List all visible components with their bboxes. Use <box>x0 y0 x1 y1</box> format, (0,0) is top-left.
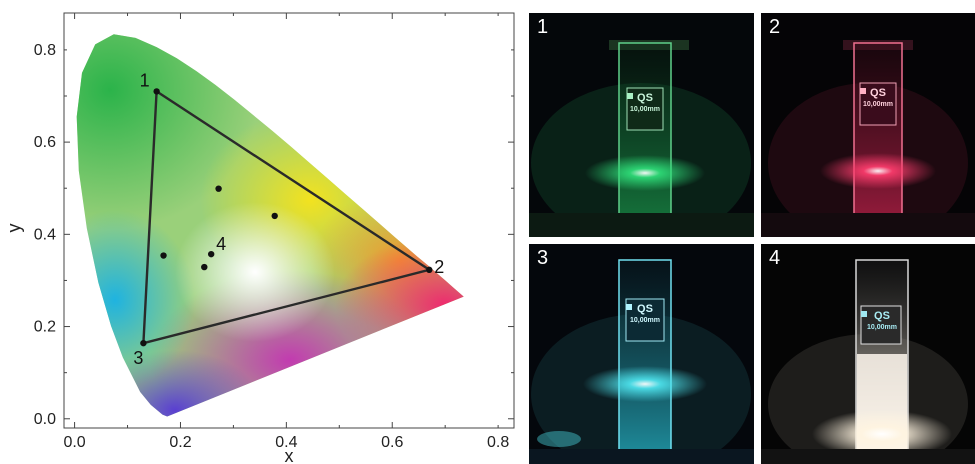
cuvette-photo-4: QS 10,00mm <box>761 244 975 464</box>
sample-point-2 <box>271 212 278 220</box>
sample-point-3 <box>160 252 167 259</box>
cuvette-label-qs: QS <box>637 92 653 104</box>
cuvette-label-size: 10,00mm <box>630 317 660 324</box>
vertex-point-1 <box>153 88 160 95</box>
sample-label-4: 4 <box>216 234 226 254</box>
cie-chromaticity-chart: 0.0 0.2 0.4 0.6 0.8 0.0 0.2 0.4 0.6 0.8 x y 1 2 3 4 <box>4 12 515 464</box>
y-tick-label: 0.0 <box>34 411 56 428</box>
data-points: 1 2 3 4 <box>133 70 444 368</box>
photo-label-2: 2 <box>769 16 781 38</box>
vertex-label-1: 1 <box>140 70 150 90</box>
y-axis-label: y <box>4 224 24 233</box>
vertex-point-3 <box>140 339 147 347</box>
cuvette-label-size: 10,00mm <box>630 106 660 113</box>
photo-panel-4: QS 10,00mm 4 <box>761 244 975 464</box>
cuvette-photo-1: QS 10,00mm <box>529 13 754 237</box>
cuvette-label-size: 10,00mm <box>867 324 897 331</box>
x-tick-label: 0.0 <box>63 434 85 451</box>
vertex-label-3: 3 <box>133 348 143 368</box>
x-axis-label: x <box>285 446 294 464</box>
photo-panel-1: QS 10,00mm 1 <box>529 13 754 237</box>
plot-frame <box>63 12 515 429</box>
cuvette-label-qs: QS <box>637 303 653 315</box>
photo-panel-3: QS 10,00mm 3 <box>529 244 754 464</box>
y-tick-label: 0.8 <box>34 42 56 59</box>
cuvette-label-size: 10,00mm <box>863 101 893 108</box>
photo-label-3: 3 <box>537 247 549 269</box>
y-tick-label: 0.4 <box>34 226 56 243</box>
sample-point-1 <box>215 185 222 192</box>
y-tick-label: 0.2 <box>34 319 56 336</box>
x-tick-label: 0.6 <box>381 434 403 451</box>
vertex-point-2 <box>426 266 433 274</box>
y-tick-label: 0.6 <box>34 134 56 151</box>
sample-point-4 <box>207 250 215 258</box>
cuvette-label-qs: QS <box>870 87 886 99</box>
photo-label-1: 1 <box>537 16 549 38</box>
photo-panel-2: QS 10,00mm 2 <box>761 13 975 237</box>
x-tick-label: 0.4 <box>275 434 297 451</box>
chromaticity-locus-fill <box>76 34 464 417</box>
x-tick-label: 0.8 <box>487 434 509 451</box>
gamut-triangle <box>142 89 433 345</box>
cuvette-photo-3: QS 10,00mm <box>529 244 754 464</box>
cuvette-label-qs: QS <box>874 310 890 322</box>
tick-labels: 0.0 0.2 0.4 0.6 0.8 0.0 0.2 0.4 0.6 0.8 <box>34 42 510 451</box>
cuvette-photo-2: QS 10,00mm <box>761 13 975 237</box>
axis-ticks <box>64 13 514 428</box>
x-tick-label: 0.2 <box>169 434 191 451</box>
vertex-label-2: 2 <box>434 257 444 277</box>
photo-label-4: 4 <box>769 247 781 269</box>
sample-point-5 <box>201 263 208 271</box>
